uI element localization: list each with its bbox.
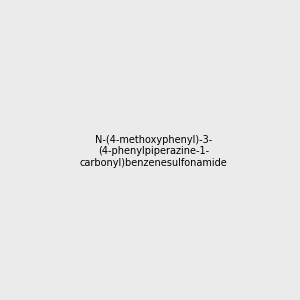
Text: N-(4-methoxyphenyl)-3-
(4-phenylpiperazine-1-
carbonyl)benzenesulfonamide: N-(4-methoxyphenyl)-3- (4-phenylpiperazi… [80, 135, 228, 168]
